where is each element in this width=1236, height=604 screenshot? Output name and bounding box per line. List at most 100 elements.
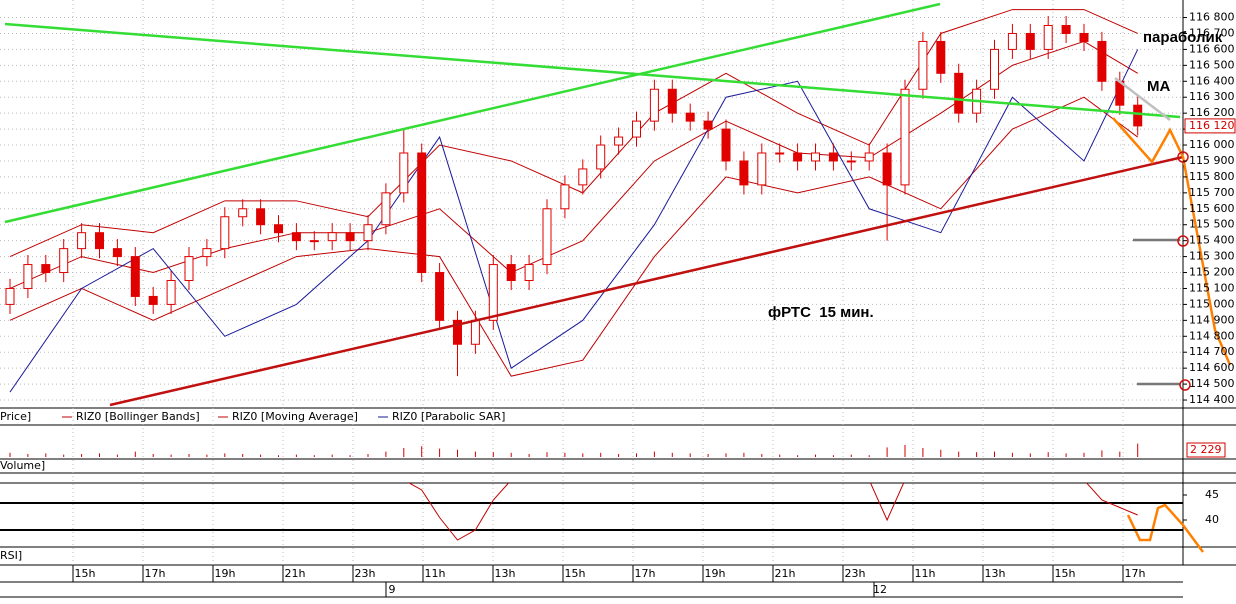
- y-tick-label: 115 100: [1189, 281, 1235, 294]
- x-tick-label: 11h: [915, 567, 936, 580]
- candle-body: [828, 152, 838, 162]
- volume-box: [1186, 442, 1226, 458]
- y-tick-label: 116 000: [1189, 138, 1235, 151]
- candle-body: [524, 264, 534, 281]
- x-tick-label: 15h: [1055, 567, 1076, 580]
- y-tick-label: 114 600: [1189, 361, 1235, 374]
- x-tick-label: 19h: [705, 567, 726, 580]
- candle-body: [291, 232, 301, 242]
- y-tick-label: 115 300: [1189, 250, 1235, 263]
- candle-body: [864, 152, 874, 162]
- day-label: 9: [389, 583, 396, 596]
- legend: Price] RIZ0 [Bollinger Bands] RIZ0 [Movi…: [0, 410, 505, 562]
- candle-body: [596, 144, 606, 170]
- candle-body: [5, 287, 15, 305]
- day-label: 12: [873, 583, 887, 596]
- candle-body: [1007, 32, 1017, 50]
- y-tick-label: 114 700: [1189, 345, 1235, 358]
- y-tick-label: 115 600: [1189, 202, 1235, 215]
- y-tick-label: 116 700: [1189, 26, 1235, 39]
- y-tick-label: 115 500: [1189, 218, 1235, 231]
- candle-body: [757, 152, 767, 186]
- y-tick-label: 114 500: [1189, 377, 1235, 390]
- x-tick-label: 17h: [1125, 567, 1146, 580]
- x-tick-label: 21h: [285, 567, 306, 580]
- candle-body: [1097, 40, 1107, 82]
- candle-body: [1061, 25, 1071, 34]
- y-tick-label: 114 800: [1189, 329, 1235, 342]
- y-tick-label: 115 400: [1189, 234, 1235, 247]
- candle-body: [202, 248, 212, 258]
- y-tick-label: 116 200: [1189, 106, 1235, 119]
- y-tick-label: 115 000: [1189, 297, 1235, 310]
- x-tick-label: 17h: [635, 567, 656, 580]
- y-tick-label: 116 600: [1189, 42, 1235, 55]
- annotation: фРТС 15 мин.: [768, 304, 874, 321]
- candle-body: [614, 136, 624, 146]
- y-tick-label: 114 400: [1189, 393, 1235, 406]
- candle-body: [220, 216, 230, 250]
- candle-body: [470, 319, 480, 345]
- candle-body: [453, 319, 462, 345]
- candle-body: [936, 40, 946, 74]
- candle-body: [954, 72, 964, 114]
- candle-body: [309, 240, 319, 243]
- volume-last: 2 229: [1190, 443, 1222, 456]
- candle-body: [846, 160, 856, 163]
- x-tick-label: 23h: [845, 567, 866, 580]
- candle-body: [793, 152, 803, 162]
- candle-body: [1025, 32, 1035, 50]
- x-tick-label: 15h: [565, 567, 586, 580]
- candle-body: [95, 232, 104, 250]
- candle-body: [148, 295, 158, 305]
- candle-body: [41, 264, 51, 274]
- x-tick-label: 15h: [75, 567, 96, 580]
- x-tick-label: 17h: [145, 567, 166, 580]
- legend-item: RIZ0 [Bollinger Bands]: [76, 410, 200, 423]
- y-tick-label: 116 500: [1189, 58, 1235, 71]
- candle-body: [685, 112, 695, 122]
- y-tick-label: 114 900: [1189, 313, 1235, 326]
- y-tick-label: 115 700: [1189, 186, 1235, 199]
- last-price-label: 116 120: [1189, 119, 1235, 132]
- candle-body: [130, 256, 140, 297]
- x-tick-label: 23h: [355, 567, 376, 580]
- candle-body: [435, 272, 445, 321]
- candle-body: [1133, 104, 1143, 127]
- candle-body: [649, 88, 659, 122]
- candle-body: [1043, 25, 1053, 50]
- x-tick-label: 19h: [215, 567, 236, 580]
- y-tick-label: 115 200: [1189, 266, 1235, 279]
- candle-body: [417, 152, 427, 274]
- candle-body: [327, 232, 337, 242]
- y-tick-label: 116 300: [1189, 90, 1235, 103]
- y-tick-label: 116 800: [1189, 11, 1235, 24]
- legend-item: RIZ0 [Moving Average]: [232, 410, 358, 423]
- overlay-ma: [9, 40, 1138, 289]
- candle-body: [112, 248, 122, 258]
- y-tick-label: 115 800: [1189, 170, 1235, 183]
- candle-body: [363, 224, 373, 242]
- x-tick-label: 13h: [985, 567, 1006, 580]
- candle-body: [632, 120, 641, 138]
- candle-body: [506, 264, 516, 281]
- overlay-sar: [9, 49, 1139, 393]
- candle-body: [274, 224, 283, 234]
- candle-body: [345, 232, 355, 242]
- annotation: параболик: [1143, 29, 1223, 46]
- candle-body: [184, 256, 194, 281]
- price-marks: [5, 9, 1143, 393]
- candle-body: [811, 152, 820, 162]
- candle-body: [77, 232, 87, 250]
- candle-body: [381, 192, 391, 226]
- x-tick-label: 11h: [425, 567, 446, 580]
- y-tick-label: 115 900: [1189, 154, 1235, 167]
- overlay-bb-lower: [9, 96, 1138, 377]
- candle-body: [703, 120, 713, 130]
- volume-label: Volume]: [0, 459, 45, 472]
- candle-body: [256, 208, 266, 226]
- candle-body: [578, 168, 588, 186]
